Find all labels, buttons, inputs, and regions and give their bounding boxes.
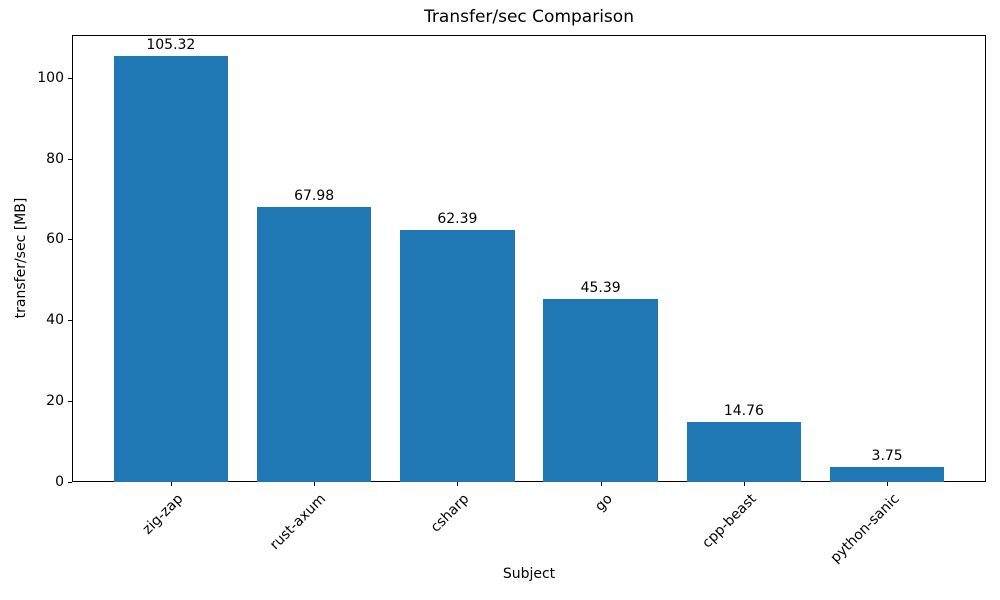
x-tick-label: zig-zap [139,491,187,538]
x-tick-mark [314,482,316,486]
y-tick-mark [68,77,72,79]
x-tick-mark [600,482,602,486]
y-tick-label: 80 [46,150,64,167]
bar-go [543,298,658,482]
y-tick-mark [68,482,72,483]
bar-python-sanic [829,466,945,482]
x-tick-label: cpp-beast [698,491,760,552]
bar-csharp [400,229,515,482]
x-axis-label: Subject [502,566,556,582]
bar-rust-axum [256,207,372,482]
chart-title: Transfer/sec Comparison [424,7,634,27]
bar-value-label: 45.39 [580,279,621,296]
bar-cpp-beast [686,422,802,482]
y-tick-label: 20 [46,393,64,410]
y-tick-label: 0 [55,474,64,490]
bar-value-label: 62.39 [437,210,478,227]
bar-zig-zap [113,56,229,482]
x-tick-mark [887,482,889,486]
y-tick-mark [68,401,72,403]
x-tick-mark [170,482,172,486]
x-tick-label: go [592,491,616,515]
y-tick-mark [68,239,72,241]
y-tick-mark [68,320,72,322]
x-tick-label: python-sanic [827,491,903,567]
y-tick-label: 60 [46,231,64,248]
bar-value-label: 67.98 [294,188,335,205]
y-tick-label: 100 [37,69,64,86]
bar-value-label: 3.75 [871,447,903,464]
y-axis-label: transfer/sec [MB] [13,197,29,319]
x-tick-mark [457,482,459,486]
x-tick-label: csharp [428,491,473,536]
x-tick-mark [743,482,745,486]
x-tick-label: rust-axum [267,491,330,554]
y-tick-mark [68,158,72,160]
bar-value-label: 105.32 [146,37,196,54]
y-tick-label: 40 [46,312,64,329]
bar-value-label: 14.76 [723,403,764,420]
